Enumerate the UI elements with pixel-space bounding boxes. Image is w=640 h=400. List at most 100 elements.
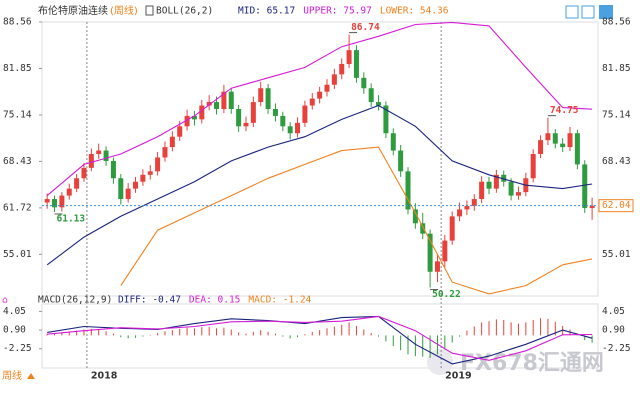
candle-body [589,205,595,209]
y2-tick-label: 81.85 [602,63,631,74]
y2-tick-label: 0.90 [602,325,625,336]
macd-icon: ⌂ [2,296,8,306]
candle-body [582,164,588,209]
candle-body [567,133,573,148]
candle-body [479,181,485,200]
macd-legend-label: DEA: 0.15 [189,295,240,306]
last-price-box [598,199,634,213]
candle-body [272,108,278,116]
candle-body [442,240,448,262]
candle-body [66,188,72,196]
candle-body [302,105,308,123]
candle-body [169,136,175,148]
candle-body [177,126,183,137]
annotation: 74.75 [550,105,579,116]
indicator-icon [145,5,154,16]
candle-body [545,133,551,141]
candle-body [538,140,544,155]
candle-body [258,88,264,103]
annotation: 61.13 [57,213,86,224]
y-tick-label: 4.05 [3,306,26,317]
candle-body [405,171,411,210]
macd-panel [41,303,599,369]
annotation: 50.22 [432,289,461,300]
candle-body [464,205,470,210]
candle-body [530,154,536,179]
candle-body [434,261,440,272]
candle-body [236,108,242,127]
y2-tick-label: 4.05 [602,306,625,317]
candle-body [471,199,477,206]
boll-lower [120,146,593,295]
candle-body [427,233,433,272]
candle-body [118,178,124,200]
candle-body [103,150,109,161]
candle-body [287,126,293,134]
candle-body [110,160,116,179]
period: (周线) [110,4,138,17]
icon [581,5,595,19]
x-tick-label: 2019 [445,371,471,382]
candle-body [353,50,359,78]
legend-label: MID: 65.17 [238,6,295,17]
candle-body [331,74,337,85]
last-price-label: 62.04 [602,200,631,211]
period-footer: 周线 [2,369,22,382]
candle-body [250,102,256,123]
candle-body [243,122,249,127]
candle-body [339,63,345,75]
candle-body [52,199,58,208]
candle-body [309,98,315,106]
icon [599,5,613,19]
boll-mid [46,104,593,266]
candle-body [221,91,227,109]
candle-body [44,199,50,203]
candle-body [140,174,146,182]
candle-body [147,171,153,175]
candle-body [398,150,404,172]
candle-body [346,50,352,64]
y2-tick-label: 75.14 [602,109,631,120]
x-tick-label: 2018 [91,371,118,382]
candle-body [81,167,87,179]
annotation: 86.74 [351,22,380,33]
candle-body [199,105,205,120]
indicator: BOLL(26,2) [156,6,213,17]
candle-body [383,105,389,134]
y2-tick-label: 88.56 [602,17,631,28]
candle-body [191,115,197,120]
y-tick-label: 81.85 [3,63,32,74]
price-panel [41,21,599,297]
candle-body [552,133,558,144]
macd-diff [47,315,593,365]
y-tick-label: 68.43 [3,156,32,167]
candle-body [361,77,367,89]
y-tick-label: -2.25 [3,343,32,354]
y-tick-label: 75.14 [3,109,32,120]
y-tick-label: 61.72 [3,202,32,213]
legend-label: UPPER: 75.97 [303,6,372,17]
period-arrow [27,373,35,379]
candle-body [265,88,271,109]
candle-body [515,192,521,196]
icon [565,5,579,19]
candle-body [574,133,580,165]
boll-upper [46,21,593,197]
candle-body [560,143,566,148]
candle-body [206,102,212,106]
candle-body [501,174,507,182]
candle-body [493,174,499,189]
candle-body [133,181,139,189]
candle-body [508,181,514,196]
candle-body [412,209,418,224]
candle-body [280,115,286,127]
macd-title: MACD(26,12,9) [38,295,112,306]
candle-body [449,216,455,241]
y-tick-label: 55.01 [3,249,32,260]
y-tick-label: 0.90 [3,325,26,336]
candle-body [162,147,168,158]
y-tick-label: 88.56 [3,17,32,28]
candle-body [88,154,94,168]
watermark: FX678汇通网 [460,351,604,376]
